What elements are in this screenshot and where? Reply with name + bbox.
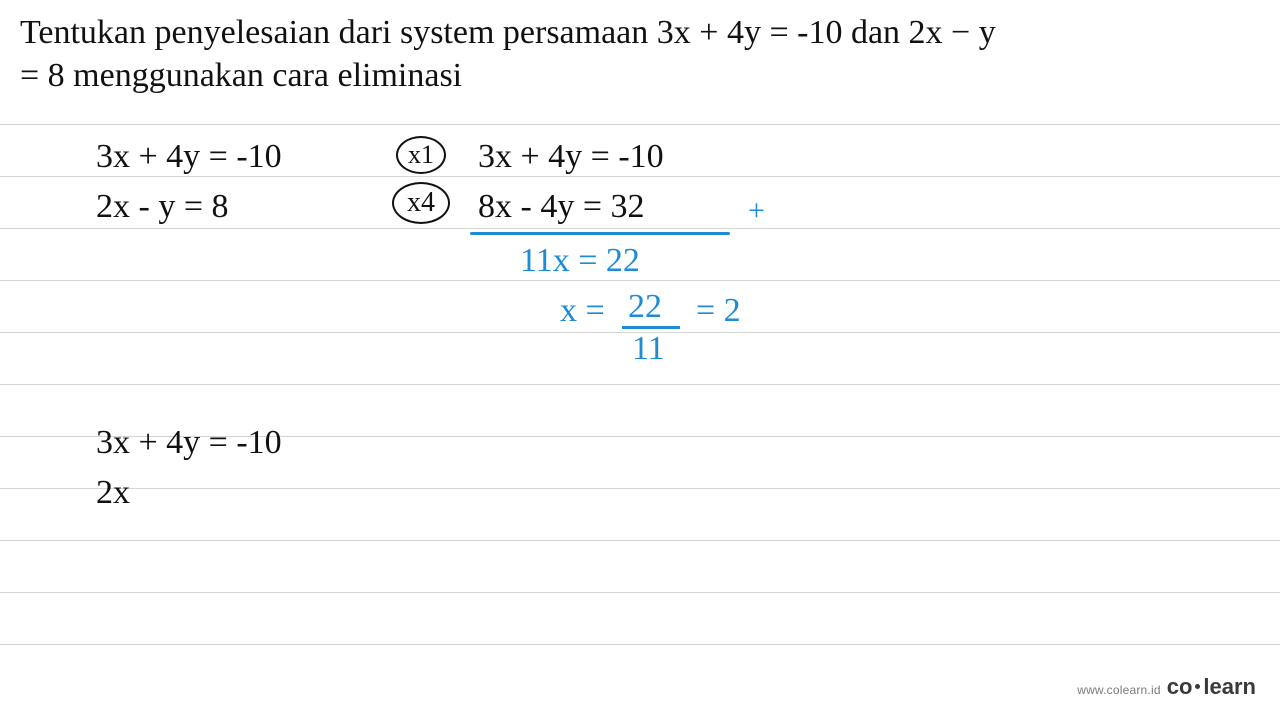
addition-underline — [470, 232, 730, 235]
result-x-eq: x = — [560, 294, 605, 328]
result-11x: 11x = 22 — [520, 244, 640, 278]
ruled-line — [0, 488, 1280, 489]
dot-icon — [1195, 684, 1200, 689]
ruled-line — [0, 176, 1280, 177]
question-text: Tentukan penyelesaian dari system persam… — [20, 12, 1020, 97]
footer: www.colearn.id colearn — [1077, 674, 1256, 700]
result-frac-num: 22 — [628, 290, 662, 324]
multiplier-1-circle: x1 — [396, 136, 446, 174]
ruled-line — [0, 384, 1280, 385]
footer-brand-right: learn — [1203, 674, 1256, 699]
multiplier-1-label: x1 — [408, 140, 434, 169]
result-frac-den: 11 — [632, 332, 665, 366]
multiplier-2-circle: x4 — [392, 182, 450, 224]
ruled-line — [0, 540, 1280, 541]
block2-eq2: 2x — [96, 476, 130, 510]
footer-url: www.colearn.id — [1077, 683, 1161, 697]
footer-brand: colearn — [1167, 674, 1256, 700]
multiplier-2-label: x4 — [407, 187, 435, 218]
eq2-left: 2x - y = 8 — [96, 190, 229, 224]
ruled-line — [0, 592, 1280, 593]
result-eq-2: = 2 — [696, 294, 741, 328]
plus-sign: + — [748, 196, 765, 226]
eq1-left: 3x + 4y = -10 — [96, 140, 282, 174]
eq2-right: 8x - 4y = 32 — [478, 190, 645, 224]
result-frac-bar — [622, 326, 680, 329]
ruled-line — [0, 228, 1280, 229]
footer-brand-left: co — [1167, 674, 1193, 699]
block2-eq1: 3x + 4y = -10 — [96, 426, 282, 460]
eq1-right: 3x + 4y = -10 — [478, 140, 664, 174]
ruled-line — [0, 644, 1280, 645]
ruled-line — [0, 124, 1280, 125]
ruled-line — [0, 280, 1280, 281]
